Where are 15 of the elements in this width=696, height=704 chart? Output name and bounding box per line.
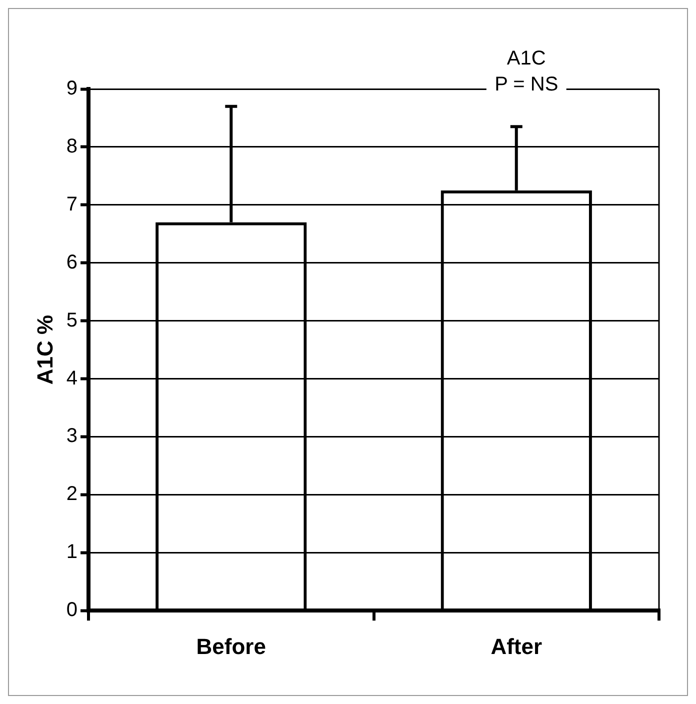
y-tick-label: 7 — [66, 193, 78, 216]
y-tick-label: 2 — [66, 483, 78, 506]
x-tick-label: Before — [196, 634, 266, 659]
y-tick-label: 8 — [66, 135, 78, 158]
y-tick-label: 1 — [66, 541, 78, 564]
y-tick-label: 5 — [66, 309, 78, 332]
y-tick-label: 6 — [66, 251, 78, 274]
y-tick-label: 3 — [66, 425, 78, 448]
y-axis-title: A1C % — [32, 314, 58, 385]
text: A1C — [506, 48, 546, 70]
annotation: P = NS — [494, 74, 558, 96]
y-tick-label: 0 — [66, 599, 78, 622]
y-tick-label: 9 — [66, 78, 78, 100]
x-tick-label: After — [490, 634, 542, 659]
y-tick-label: 4 — [66, 367, 78, 390]
